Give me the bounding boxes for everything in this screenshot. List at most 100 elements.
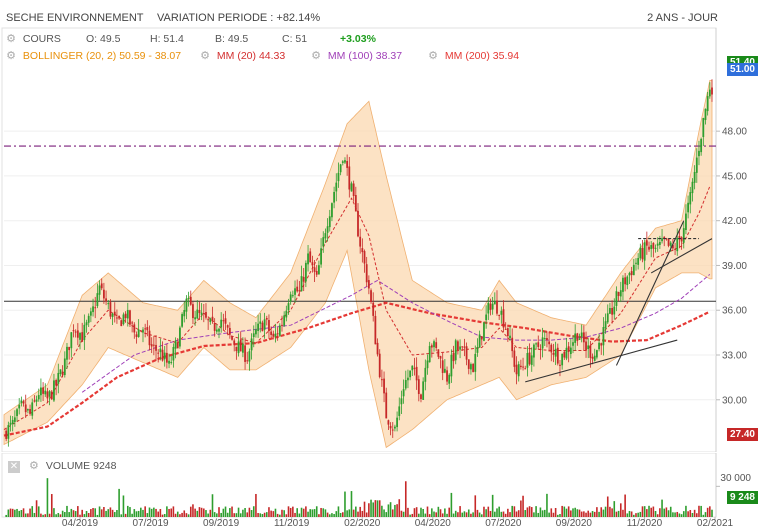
candle-body (593, 355, 596, 361)
volume-bar (326, 512, 329, 517)
gear-icon[interactable]: ⚙ (311, 50, 321, 62)
volume-bar (454, 510, 457, 517)
volume-bar (515, 511, 518, 517)
volume-bar (179, 514, 181, 517)
candle-body (44, 390, 47, 395)
candle-body (304, 262, 307, 282)
price-chart[interactable]: 30.00 33.00 36.00 39.00 42.00 45.00 48.00 (0, 0, 763, 452)
trendline (525, 339, 678, 383)
candle-body (322, 237, 325, 247)
candle-body (183, 310, 186, 317)
candle-body (129, 310, 131, 325)
gear-icon[interactable]: ⚙ (428, 50, 438, 62)
volume-bar (567, 506, 570, 517)
candle-body (476, 347, 479, 353)
candle-body (565, 347, 568, 359)
candle-body (491, 303, 494, 310)
candle-body (650, 245, 653, 249)
y-tick-label: 30.00 (722, 395, 747, 406)
close-icon[interactable]: ✕ (8, 461, 20, 473)
volume-bar (557, 514, 559, 517)
gear-icon[interactable]: ⚙ (28, 460, 39, 472)
candle-body (207, 319, 210, 321)
candle-body (685, 213, 687, 230)
volume-bar (66, 505, 68, 517)
volume-bar (9, 508, 12, 517)
volume-bar (229, 508, 231, 517)
candle-body (404, 380, 407, 389)
volume-bar (92, 508, 94, 517)
candle-body (7, 425, 10, 439)
candle-body (411, 365, 414, 371)
volume-bar (474, 495, 477, 517)
candle-body (155, 344, 157, 351)
volume-bar (70, 508, 73, 517)
candle-body (587, 345, 590, 350)
volume-bar (628, 510, 631, 517)
candle-body (526, 353, 529, 368)
volume-bar (548, 512, 550, 517)
volume-bar (46, 478, 49, 517)
candle-body (309, 251, 312, 263)
candle-body (200, 312, 203, 315)
volume-bar (226, 512, 229, 517)
gear-icon[interactable]: ⚙ (6, 33, 16, 45)
candle-body (420, 394, 422, 400)
candle-body (66, 346, 68, 360)
volume-bar (385, 512, 388, 517)
gear-icon[interactable]: ⚙ (200, 50, 210, 62)
candle-body (504, 328, 507, 330)
volume-bar (142, 509, 144, 517)
volume-bar (596, 507, 598, 517)
volume-bar (120, 514, 123, 517)
candle-body (676, 237, 679, 252)
candle-body (354, 195, 357, 212)
volume-bar (224, 506, 227, 517)
candle-body (294, 288, 296, 295)
candle-body (96, 293, 99, 307)
candle-body (611, 307, 613, 315)
candle-body (478, 334, 481, 348)
candle-body (283, 315, 286, 326)
candle-body (658, 241, 661, 245)
candle-body (218, 328, 220, 332)
candle-body (233, 340, 236, 345)
candle-body (457, 341, 459, 351)
volume-bar (470, 513, 472, 517)
volume-bar (79, 514, 81, 517)
candle-body (598, 342, 600, 350)
volume-bar (504, 513, 507, 517)
volume-bar (331, 513, 333, 517)
candle-body (57, 372, 60, 384)
volume-bar (252, 506, 255, 517)
volume-bar (418, 513, 420, 517)
volume-bar (583, 511, 585, 517)
candle-body (111, 313, 114, 317)
volume-bar (309, 509, 312, 517)
gear-icon[interactable]: ⚙ (6, 50, 16, 62)
volume-bar (172, 506, 175, 517)
candle-body (213, 323, 216, 331)
y-tick-label: 42.00 (722, 216, 747, 227)
volume-bar (672, 512, 674, 517)
candle-body (374, 315, 377, 345)
candle-body (74, 331, 77, 333)
candle-body (165, 352, 168, 363)
candle-body (522, 366, 524, 368)
volume-bar (107, 509, 110, 517)
candle-body (83, 324, 86, 341)
candle-body (407, 377, 409, 381)
candle-body (702, 118, 705, 138)
period-selector[interactable]: 2 ANS - JOUR (647, 12, 718, 24)
volume-bar (307, 511, 309, 517)
volume-chart[interactable]: 04/2019 07/2019 09/2019 11/2019 02/2020 04/20… (0, 453, 763, 528)
volume-bar (487, 506, 490, 517)
legend-mm200-label: MM (200) (444, 50, 490, 62)
volume-bar (279, 514, 281, 517)
volume-bar (265, 512, 268, 517)
volume-bar (626, 513, 629, 517)
volume-bar (53, 508, 55, 517)
candle-body (563, 351, 566, 358)
volume-bar (574, 507, 576, 517)
volume-bar (665, 507, 668, 517)
